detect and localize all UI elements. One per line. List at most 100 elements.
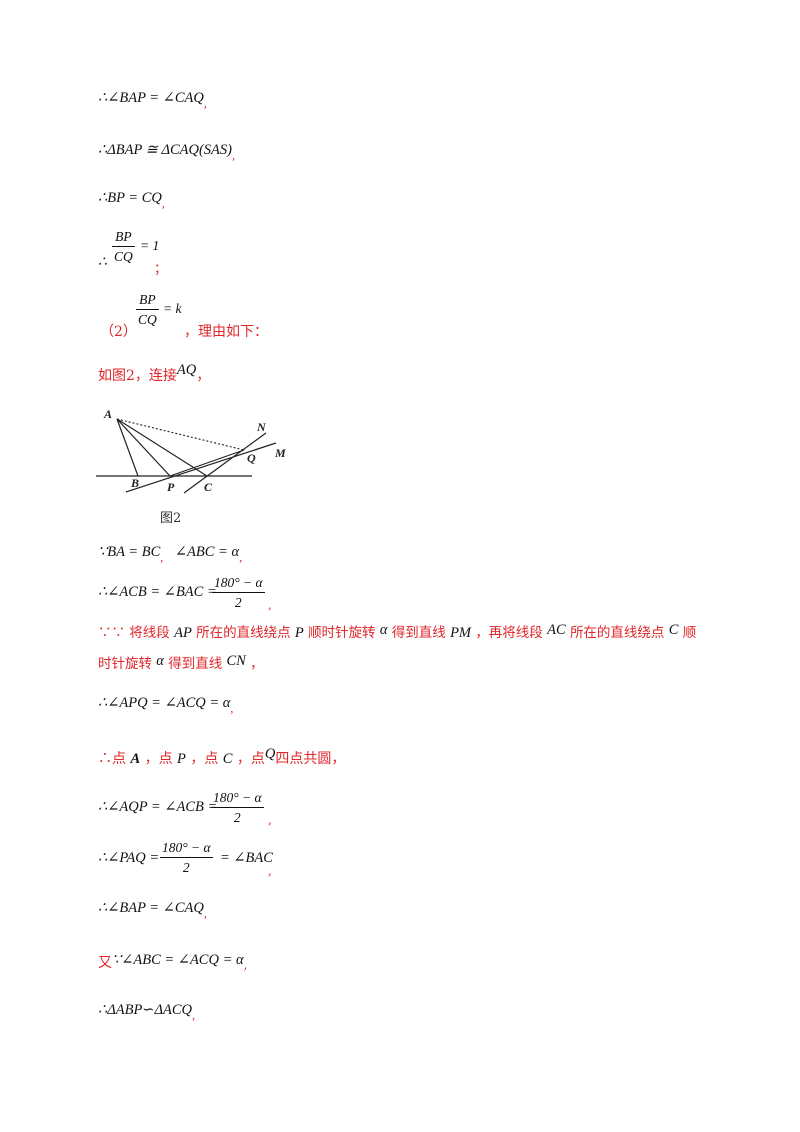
equals-k: = k — [163, 301, 182, 316]
line-pm: PM — [450, 625, 472, 641]
segment-ac: AC — [547, 622, 566, 638]
denominator: CQ — [138, 312, 157, 327]
given-ba-bc: ∵BA = BC, ∠ABC = α, — [98, 544, 242, 563]
text: ∴点 — [98, 751, 126, 767]
equation: ∵∠ABC = ∠ACQ = α — [112, 952, 244, 968]
text: 得到直线 — [391, 625, 446, 641]
denominator: 2 — [182, 860, 190, 875]
point-c: C — [222, 751, 233, 767]
also-word: 又 — [98, 955, 112, 971]
proof-line-angle-bap-caq: ∴∠BAP = ∠CAQ, — [98, 91, 207, 109]
therefore-symbol: ∴ — [98, 255, 107, 270]
comma: , — [230, 701, 234, 715]
semicolon: ； — [154, 262, 168, 277]
equation: ∴BP = CQ — [98, 190, 162, 206]
segment-pq — [169, 449, 245, 477]
numerator: 180° − α — [211, 790, 264, 808]
segment-ac — [116, 418, 208, 477]
equals-bac: = ∠BAC — [220, 850, 273, 866]
similar-triangles: ∴ΔABP∽ΔACQ, — [98, 1002, 195, 1021]
aqp-prefix: ∴∠AQP = ∠ACB = — [98, 799, 218, 815]
angle-bap-caq-2: ∴∠BAP = ∠CAQ, — [98, 900, 207, 919]
rotation-sentence-2: 时针旋转 α 得到直线 CN ， — [98, 654, 264, 672]
text: 时针旋转 — [98, 656, 152, 672]
numerator: BP — [112, 229, 135, 247]
equation: ∴∠APQ = ∠ACQ = α — [98, 695, 231, 711]
text: 四点共圆， — [275, 751, 346, 767]
comma: , — [160, 550, 164, 564]
text: ， — [250, 656, 264, 672]
proof-line-bp-eq-cq: ∴BP = CQ, — [98, 190, 165, 209]
denominator: 2 — [233, 810, 241, 825]
equation: ∵BA = BC — [98, 544, 161, 560]
comma: , — [231, 148, 235, 162]
text: ，再将线段 — [475, 625, 543, 641]
fraction-180-alpha: 180° − α 2 — [211, 790, 264, 826]
equals-one: = 1 — [140, 238, 160, 253]
rotation-sentence-1: ∵∵ 将线段 AP 所在的直线绕点 P 顺时针旋转 α 得到直线 PM ，再将线… — [98, 623, 697, 641]
alpha: α — [379, 622, 388, 638]
denominator: CQ — [114, 249, 133, 264]
point-c: C — [668, 622, 679, 638]
point-p: P — [177, 751, 186, 767]
intro-text: 如图2，连接 — [98, 368, 177, 384]
comma: , — [239, 550, 243, 564]
comma: , — [203, 906, 207, 920]
text: ，点 — [236, 751, 265, 767]
comma: , — [268, 598, 272, 612]
part-2-label: （2） — [100, 324, 137, 340]
fraction-bp-cq-k: BP CQ — [136, 292, 159, 328]
fraction-180-alpha: 180° − α 2 — [212, 575, 265, 611]
acb-prefix: ∴∠ACB = ∠BAC = — [98, 584, 217, 600]
paq-prefix: ∴∠PAQ = — [98, 850, 160, 866]
segment-ap — [116, 418, 171, 477]
text: 得到直线 — [168, 656, 223, 672]
numerator: BP — [136, 292, 159, 310]
equation: ∴ΔABP∽ΔACQ — [98, 1002, 192, 1018]
comma: , — [203, 96, 207, 110]
figure-intro: 如图2，连接AQ， — [98, 363, 211, 384]
angle-abc-alpha: ∠ABC = α — [174, 544, 240, 560]
label-p: P — [167, 480, 175, 494]
line-cn: CN — [226, 653, 246, 669]
point-p: P — [294, 625, 304, 641]
comma: , — [268, 864, 272, 878]
point-q: Q — [264, 746, 276, 762]
comma: , — [243, 958, 248, 972]
numerator: 180° − α — [212, 575, 265, 593]
numerator: 180° − α — [160, 840, 213, 858]
fraction-bp-cq: BP CQ — [112, 229, 135, 265]
line-cn — [183, 432, 267, 494]
comma: , — [191, 1008, 195, 1022]
reason-text: ，理由如下： — [184, 324, 268, 340]
comma: , — [161, 196, 165, 210]
intro-end: ， — [196, 368, 211, 384]
line-pm — [125, 442, 277, 493]
segment-ap: AP — [174, 625, 192, 641]
text: ，点 — [190, 751, 219, 767]
text: ，点 — [144, 751, 173, 767]
concyclic-statement: ∴点 A ，点 P ，点 C ，点Q四点共圆， — [98, 747, 346, 767]
denominator: 2 — [234, 595, 242, 610]
figure-caption: 图2 — [160, 511, 182, 526]
equation: ∴∠BAP = ∠CAQ — [98, 900, 204, 916]
geometry-figure-2: A B P C Q N M — [96, 407, 286, 494]
fraction-180-alpha: 180° − α 2 — [160, 840, 213, 876]
equation: ∴ΔBAP ≅ ΔCAQ(SAS) — [98, 142, 232, 158]
label-b: B — [130, 476, 139, 490]
label-n: N — [256, 420, 267, 434]
text: ∵∵ 将线段 — [98, 625, 170, 641]
text: 顺 — [682, 625, 697, 641]
comma: , — [268, 813, 272, 827]
point-a: A — [130, 751, 141, 767]
angle-apq-acq: ∴∠APQ = ∠ACQ = α, — [98, 695, 233, 714]
text: 所在的直线绕点 — [196, 625, 291, 641]
label-c: C — [204, 480, 213, 494]
alpha: α — [156, 653, 164, 669]
segment-aq: AQ — [176, 362, 197, 378]
segment-aq — [116, 418, 245, 451]
label-a: A — [103, 407, 112, 421]
also-angles-equal: 又∵∠ABC = ∠ACQ = α, — [98, 952, 247, 971]
segment-ab — [116, 418, 139, 477]
text: 顺时针旋转 — [308, 625, 376, 641]
